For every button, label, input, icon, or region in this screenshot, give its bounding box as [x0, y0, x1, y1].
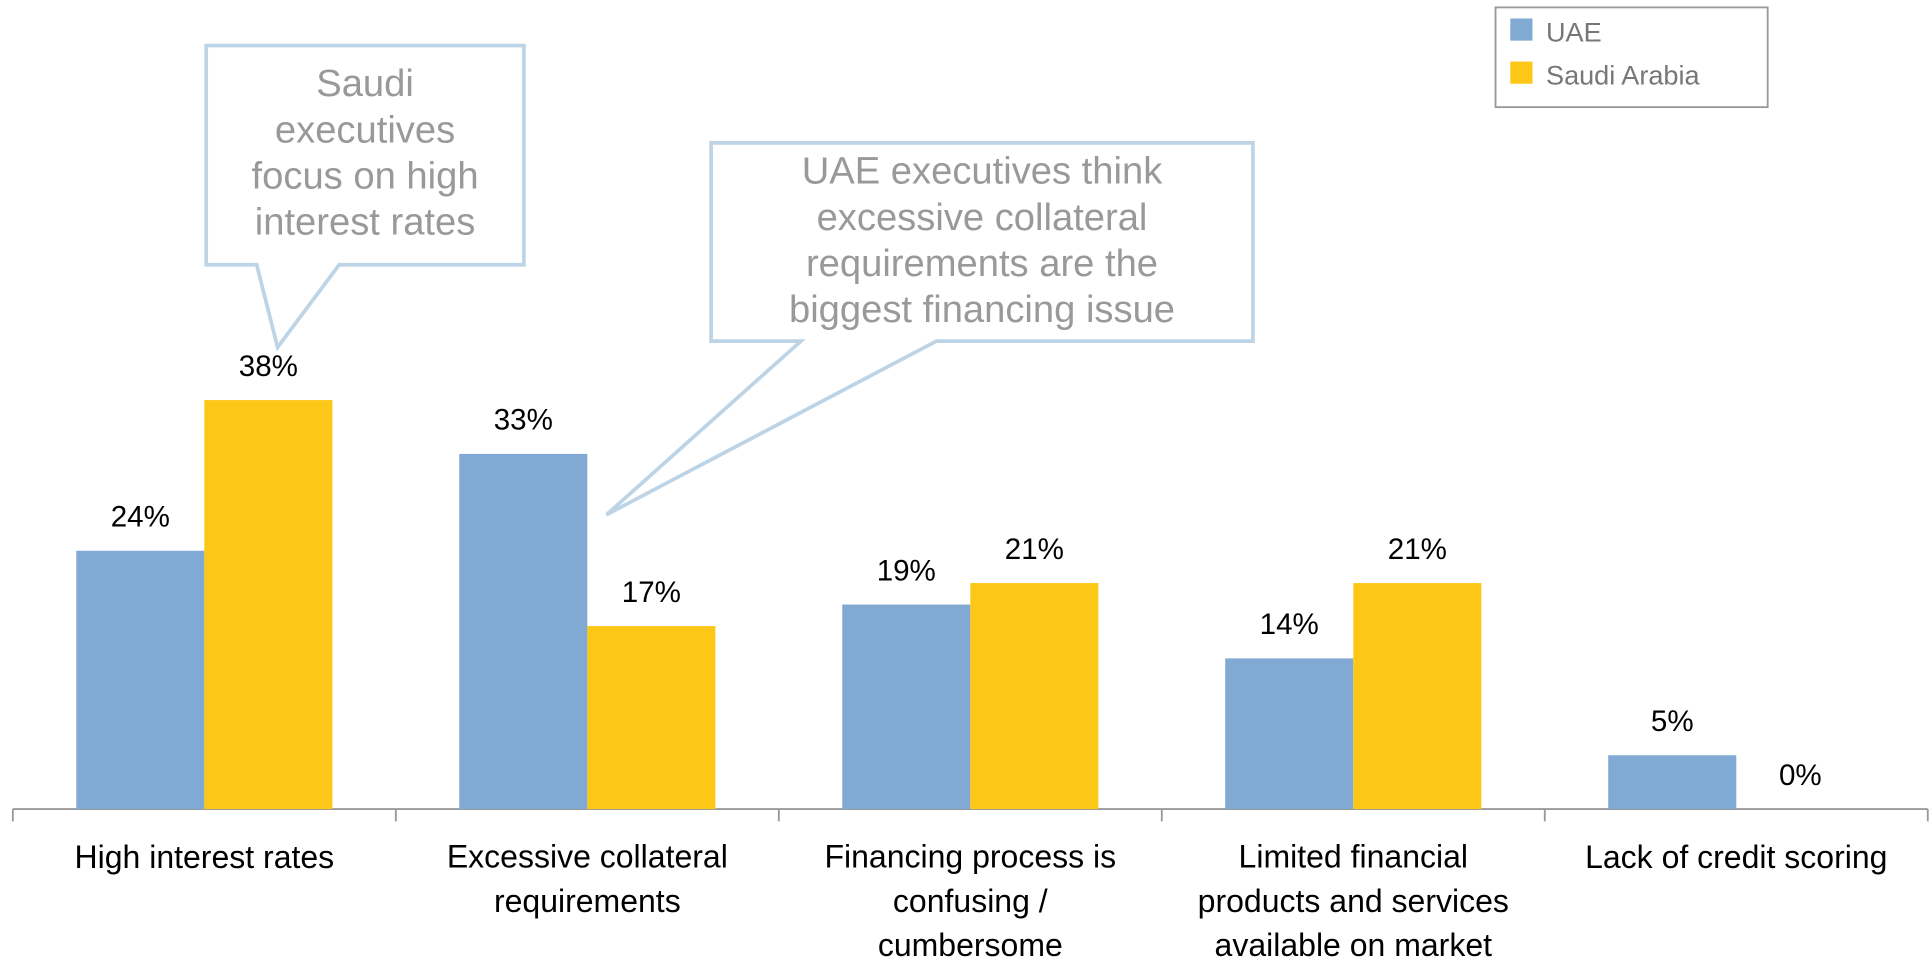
x-tick-label: Excessive collateral requirements [447, 839, 728, 919]
data-label: 19% [877, 554, 936, 587]
x-tick-label: Financing process is confusing / cumbersom… [824, 839, 1116, 963]
text-line: requirements are the [806, 242, 1158, 285]
data-label: 38% [239, 350, 298, 383]
data-label: 33% [494, 404, 553, 437]
text-line: Limited financial [1239, 839, 1468, 875]
text-line: focus on high [252, 155, 479, 198]
text-line: Saudi [316, 62, 414, 105]
bar [842, 604, 971, 810]
callout-box [204, 43, 526, 352]
text-line: requirements [494, 883, 681, 919]
annotation: Saudi executives focus on high interest rat… [252, 62, 479, 244]
bar [459, 453, 588, 810]
text-line: available on market [1215, 928, 1493, 963]
text-line: biggest financing issue [789, 288, 1175, 331]
text-line: Financing process is [824, 839, 1116, 875]
data-label: 5% [1651, 705, 1694, 738]
data-label: 0% [1779, 759, 1822, 792]
text-line: interest rates [255, 201, 476, 244]
data-label: 24% [111, 501, 170, 534]
data-label: 21% [1388, 533, 1447, 566]
text-line: confusing / [893, 883, 1048, 919]
bar [1353, 583, 1482, 810]
legend-swatch [1510, 18, 1533, 41]
x-tick-label: High interest rates [75, 839, 335, 875]
bar [1225, 658, 1354, 810]
legend-swatch [1510, 61, 1533, 84]
callout-box [605, 141, 1255, 517]
legend-label: UAE [1546, 17, 1602, 48]
bar [1608, 755, 1737, 810]
text-line: UAE executives think [802, 150, 1163, 193]
bar [970, 583, 1099, 810]
data-label: 14% [1260, 608, 1319, 641]
x-tick-label: Lack of credit scoring [1585, 839, 1887, 875]
legend-box [1494, 6, 1769, 109]
annotation: UAE executives think excessive collateral… [789, 150, 1175, 332]
text-line: cumbersome [878, 928, 1063, 963]
data-label: 21% [1005, 533, 1064, 566]
bar [204, 400, 333, 810]
text-line: executives [275, 108, 455, 151]
bar [76, 550, 205, 810]
x-tick-label: Limited financial products and services av… [1198, 839, 1509, 963]
legend-label: Saudi Arabia [1546, 60, 1700, 91]
bar [587, 626, 716, 810]
data-label: 17% [622, 576, 681, 609]
text-line: products and services [1198, 883, 1509, 919]
text-line: excessive collateral [817, 196, 1148, 239]
text-line: Excessive collateral [447, 839, 728, 875]
